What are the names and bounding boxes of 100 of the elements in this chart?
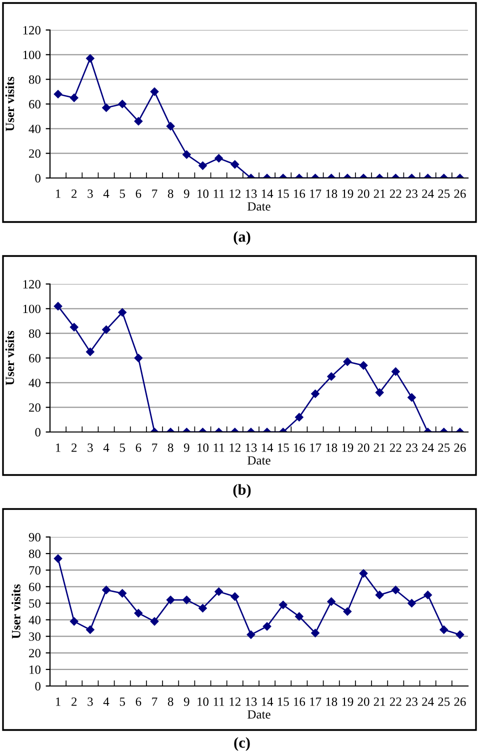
point	[86, 348, 94, 356]
point	[311, 390, 320, 398]
x-tick-label: 11	[214, 190, 224, 198]
text: (b)	[233, 484, 251, 498]
y-tick-label: 40	[28, 616, 40, 624]
x-tick-label: 22	[390, 190, 402, 198]
x-tick-label: 16	[294, 444, 306, 452]
point	[118, 100, 126, 108]
point	[86, 54, 94, 62]
point	[295, 612, 304, 621]
point	[311, 628, 320, 638]
y-axis-title: User visits	[12, 584, 20, 639]
x-tick-label: 21	[374, 698, 386, 706]
x-tick-label: 4	[103, 444, 110, 452]
x-tick-label: 7	[152, 444, 158, 452]
x-tick-label: 17	[310, 698, 322, 706]
y-axis-title: User visits	[5, 76, 14, 132]
x-tick-label: 10	[198, 443, 209, 452]
y-tick-label: 120	[23, 26, 40, 34]
text: (c)	[234, 737, 250, 751]
x-tick-label: 17	[310, 190, 322, 198]
x-tick-label: 21	[374, 444, 386, 452]
x-tick-label: 12	[230, 190, 240, 198]
x-tick-label: 1	[56, 698, 60, 706]
x-tick-label: 4	[103, 190, 110, 198]
point	[375, 388, 384, 397]
x-tick-label: 15	[278, 444, 289, 452]
point	[246, 630, 256, 639]
point	[54, 90, 62, 98]
y-tick-label: 60	[29, 354, 40, 362]
x-tick-label: 23	[406, 190, 418, 198]
y-tick-label: 0	[35, 174, 40, 182]
x-tick-label: 2	[72, 444, 77, 452]
x-tick-label: 12	[230, 444, 240, 452]
text: (a)	[234, 231, 250, 245]
point	[102, 326, 110, 334]
x-tick-label: 25	[438, 444, 450, 452]
point	[134, 354, 143, 362]
y-tick-label: 120	[23, 280, 40, 288]
point	[214, 588, 223, 596]
x-tick-label: 22	[390, 698, 402, 706]
y-tick-label: 70	[29, 566, 40, 575]
x-tick-label: 24	[422, 698, 434, 706]
point	[440, 626, 448, 634]
x-tick-label: 20	[358, 697, 370, 706]
x-tick-label: 18	[326, 443, 338, 452]
x-tick-label: 20	[358, 189, 370, 198]
x-tick-label: 16	[294, 190, 306, 198]
y-tick-label: 80	[28, 550, 40, 558]
point	[408, 393, 416, 402]
x-tick-label: 8	[168, 443, 174, 452]
y-tick-label: 90	[28, 533, 40, 542]
x-tick-label: 5	[120, 444, 125, 452]
x-tick-label: 20	[358, 443, 370, 452]
point	[134, 117, 143, 126]
x-tick-label: 14	[262, 190, 274, 198]
point	[278, 600, 288, 610]
x-tick-label: 6	[136, 190, 142, 198]
point	[118, 589, 126, 598]
point	[102, 586, 110, 594]
x-tick-label: 6	[136, 698, 142, 706]
x-tick-label: 26	[454, 444, 466, 452]
x-tick-label: 1	[56, 190, 60, 198]
x-tick-label: 19	[342, 444, 354, 452]
x-axis-title: Date	[248, 710, 270, 719]
y-tick-label: 100	[23, 50, 40, 60]
point	[392, 586, 400, 594]
point	[70, 323, 78, 332]
x-tick-label: 1	[56, 444, 60, 452]
x-tick-label: 14	[262, 698, 274, 706]
point	[343, 358, 352, 366]
point	[182, 596, 191, 604]
x-axis-title: Date	[248, 456, 270, 465]
y-tick-label: 80	[28, 329, 40, 338]
point	[70, 94, 78, 102]
x-tick-label: 13	[246, 698, 257, 706]
y-tick-label: 20	[29, 648, 40, 658]
x-tick-label: 7	[152, 190, 158, 198]
point	[182, 150, 191, 159]
x-tick-label: 13	[246, 444, 257, 452]
point	[456, 630, 464, 639]
x-tick-label: 22	[390, 444, 402, 452]
y-tick-label: 20	[29, 149, 40, 158]
point	[54, 554, 62, 563]
x-tick-label: 26	[454, 190, 466, 198]
x-tick-label: 21	[374, 190, 386, 198]
point	[424, 590, 432, 600]
y-tick-label: 30	[29, 632, 40, 641]
x-tick-label: 24	[422, 190, 434, 198]
point	[118, 308, 126, 316]
x-tick-label: 8	[168, 697, 174, 706]
x-tick-label: 2	[72, 190, 77, 198]
x-tick-label: 2	[72, 698, 77, 706]
point	[343, 607, 352, 616]
x-tick-label: 7	[152, 698, 158, 706]
x-tick-label: 4	[103, 698, 110, 706]
y-tick-label: 60	[29, 582, 40, 592]
x-tick-label: 11	[214, 444, 224, 452]
x-tick-label: 25	[438, 698, 450, 706]
y-tick-label: 40	[28, 124, 40, 134]
